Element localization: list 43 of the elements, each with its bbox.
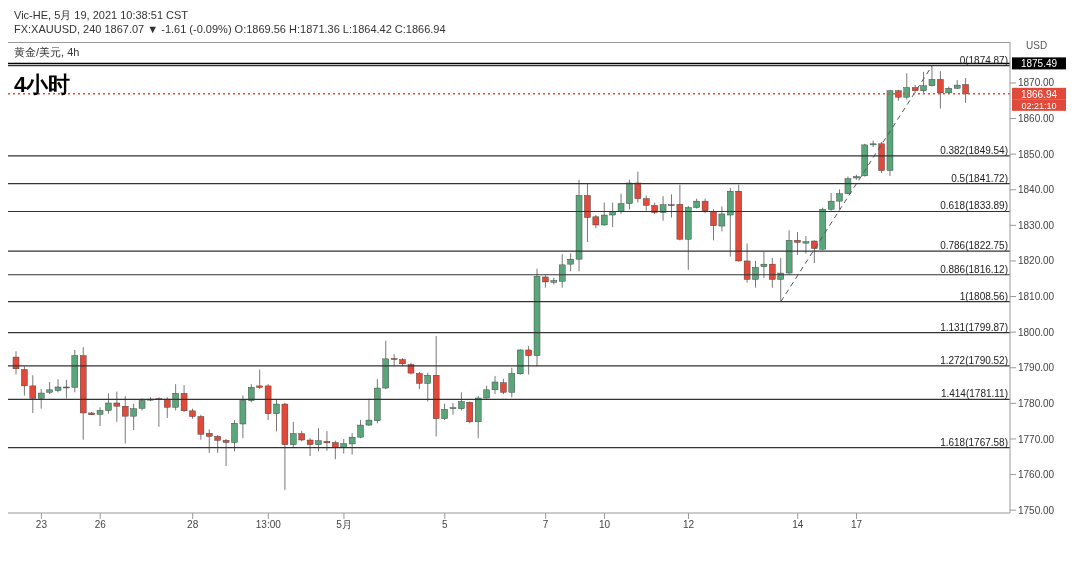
x-tick-label: 26 — [94, 519, 107, 531]
ref-line-label: 0.886(1816.12) — [940, 263, 1008, 275]
x-tick-label: 14 — [792, 519, 804, 531]
ref-line-label: 1.272(1790.52) — [940, 354, 1008, 366]
y-tick-label: 1780.00 — [1018, 397, 1055, 409]
x-tick-label: 23 — [35, 519, 48, 531]
ref-line-label: 1(1808.56) — [959, 290, 1008, 302]
ref-line-label: 1.131(1799.87) — [940, 321, 1008, 333]
x-tick-label: 13:00 — [255, 519, 282, 531]
y-tick-label: 1870.00 — [1018, 77, 1055, 89]
text: Vic-HE, 5月 19, 2021 10:38:51 CST — [14, 8, 189, 23]
ref-line-label: 1.618(1767.58) — [940, 436, 1008, 448]
x-tick-label: 5 — [442, 519, 448, 531]
x-tick-label: 12 — [682, 519, 695, 531]
y-tick-label: 1790.00 — [1018, 362, 1055, 374]
y-tick-label: 1820.00 — [1018, 255, 1055, 267]
text: 02:21:10 — [1021, 100, 1057, 111]
x-tick-label: 7 — [542, 519, 549, 531]
x-tick-label: 10 — [598, 519, 611, 531]
y-tick-label: 1760.00 — [1018, 469, 1055, 481]
chart-subtitle: FX:XAUUSD, 240 1867.07 ▼ -1.61 (-0.09%) O:1869.56 H:1871.36 L:1864.42 C:1866.94 — [14, 23, 446, 35]
y-tick-label: 1850.00 — [1018, 148, 1055, 160]
x-tick-label: 17 — [850, 519, 863, 531]
y-tick-label: 1800.00 — [1018, 326, 1055, 338]
y-axis-title: USD — [1026, 40, 1048, 51]
ref-line-label: 0.618(1833.89) — [940, 200, 1008, 212]
ref-line-label: 0.382(1849.54) — [940, 144, 1008, 156]
annotation: 黄金/美元, 4h — [14, 45, 80, 60]
y-tick-label: 1860.00 — [1018, 113, 1055, 125]
text: 4小时 — [14, 71, 71, 99]
y-tick-label: 1770.00 — [1018, 433, 1055, 445]
ref-line-label: 1875.49 — [1020, 58, 1058, 70]
ref-line-label: 0.5(1841.72) — [951, 172, 1008, 184]
ref-line-label: 0(1874.87) — [959, 54, 1008, 66]
x-tick-label: 28 — [187, 519, 199, 531]
ref-line-label: 1866.94 — [1020, 88, 1058, 100]
ref-line-label: 1.414(1781.11) — [940, 388, 1008, 400]
ref-line-label: 0.786(1822.75) — [940, 240, 1008, 252]
y-tick-label: 1830.00 — [1018, 219, 1055, 231]
y-tick-label: 1840.00 — [1018, 184, 1055, 196]
y-tick-label: 1810.00 — [1018, 291, 1055, 303]
x-tick-label: 5月 — [336, 519, 352, 531]
y-tick-label: 1750.00 — [1018, 504, 1055, 516]
